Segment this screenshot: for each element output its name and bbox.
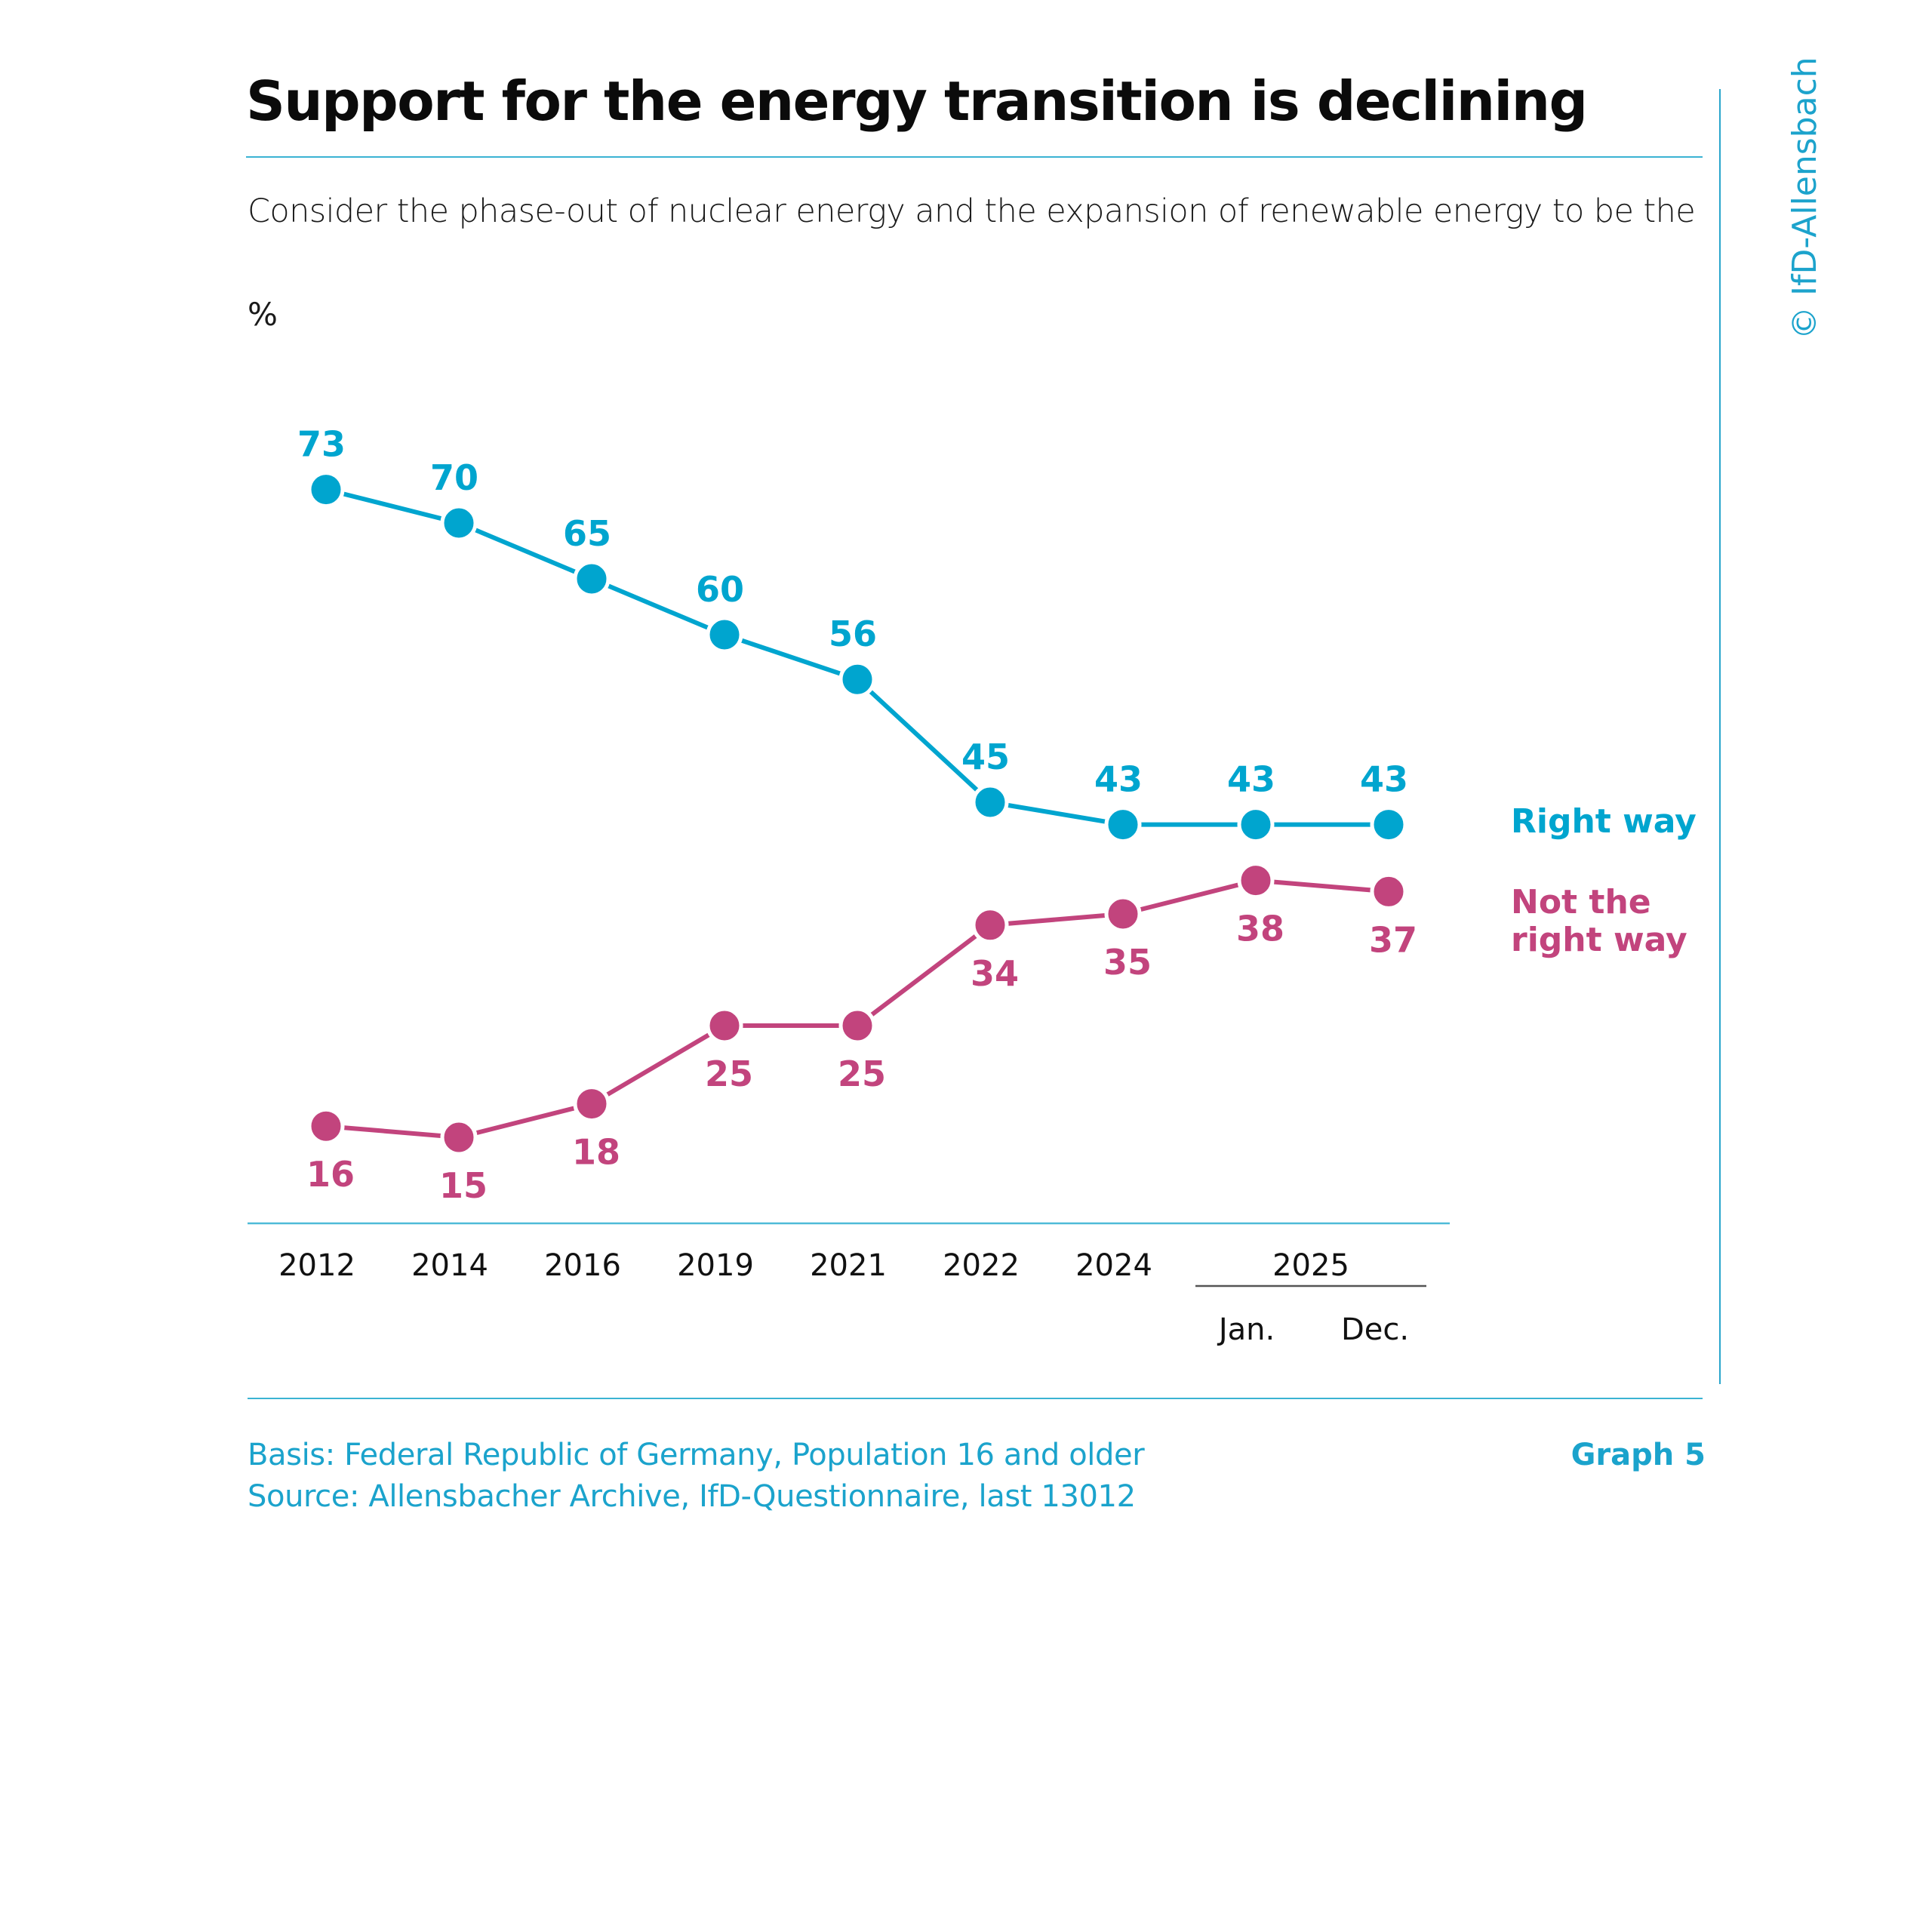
- data-label-not-the-right-way: 18: [572, 1132, 620, 1173]
- data-point-not-the-right-way: [307, 1107, 345, 1145]
- legend-label: Not the: [1511, 883, 1651, 921]
- chart-title: Support for the energy transition is dec…: [246, 69, 1588, 133]
- data-label-not-the-right-way: 25: [705, 1054, 753, 1094]
- footer-rule: [248, 1398, 1703, 1399]
- data-point-right-way: [440, 504, 478, 542]
- data-point-right-way: [307, 471, 345, 509]
- data-label-not-the-right-way: 16: [306, 1154, 355, 1195]
- data-point-right-way: [1370, 806, 1407, 844]
- data-label-right-way: 73: [297, 424, 346, 465]
- data-label-right-way: 65: [563, 513, 611, 554]
- data-label-right-way: 43: [1360, 759, 1408, 800]
- x-tick-label: 2014: [411, 1248, 488, 1283]
- x-tick-label: Jan.: [1217, 1312, 1275, 1347]
- basis-note: Basis: Federal Republic of Germany, Popu…: [248, 1438, 1145, 1472]
- data-label-right-way: 70: [430, 457, 478, 498]
- legend-label: right way: [1511, 921, 1687, 959]
- data-point-not-the-right-way: [573, 1085, 611, 1123]
- data-label-not-the-right-way: 15: [439, 1165, 488, 1206]
- data-point-not-the-right-way: [1104, 895, 1142, 933]
- x-tick-label: Dec.: [1341, 1312, 1409, 1347]
- data-point-right-way: [838, 660, 876, 698]
- data-label-right-way: 45: [961, 737, 1010, 777]
- chart-subtitle: Consider the phase-out of nuclear energy…: [248, 192, 1696, 230]
- data-point-right-way: [1237, 806, 1275, 844]
- x-tick-label: 2016: [544, 1248, 621, 1283]
- data-label-not-the-right-way: 34: [971, 953, 1019, 994]
- data-label-not-the-right-way: 35: [1103, 942, 1152, 983]
- legend-label: Right way: [1511, 802, 1697, 841]
- data-label-not-the-right-way: 37: [1369, 919, 1417, 960]
- data-label-right-way: 43: [1227, 759, 1275, 800]
- x-tick-label: 2022: [943, 1248, 1020, 1283]
- data-point-not-the-right-way: [971, 906, 1009, 944]
- x-group-label: 2025: [1272, 1248, 1349, 1283]
- x-tick-label: 2019: [677, 1248, 754, 1283]
- source-note: Source: Allensbacher Archive, IfD-Questi…: [248, 1479, 1136, 1514]
- data-point-right-way: [971, 783, 1009, 821]
- data-point-not-the-right-way: [1237, 862, 1275, 900]
- x-tick-label: 2024: [1075, 1248, 1152, 1283]
- graph-number: Graph 5: [1571, 1438, 1706, 1472]
- data-label-not-the-right-way: 25: [838, 1054, 886, 1094]
- title-rule: [246, 156, 1703, 158]
- x-tick-label: 2012: [278, 1248, 355, 1283]
- data-label-right-way: 43: [1094, 759, 1143, 800]
- data-label-right-way: 60: [696, 569, 744, 610]
- data-label-right-way: 56: [829, 614, 877, 654]
- y-unit-label: %: [248, 296, 278, 333]
- data-point-right-way: [573, 560, 611, 598]
- data-point-not-the-right-way: [1370, 872, 1407, 910]
- data-point-right-way: [706, 616, 743, 654]
- data-point-not-the-right-way: [838, 1007, 876, 1044]
- data-point-right-way: [1104, 806, 1142, 844]
- data-label-not-the-right-way: 38: [1236, 909, 1284, 949]
- data-point-not-the-right-way: [440, 1118, 478, 1156]
- side-divider: [1719, 89, 1721, 1384]
- x-tick-label: 2021: [810, 1248, 887, 1283]
- data-point-not-the-right-way: [706, 1007, 743, 1044]
